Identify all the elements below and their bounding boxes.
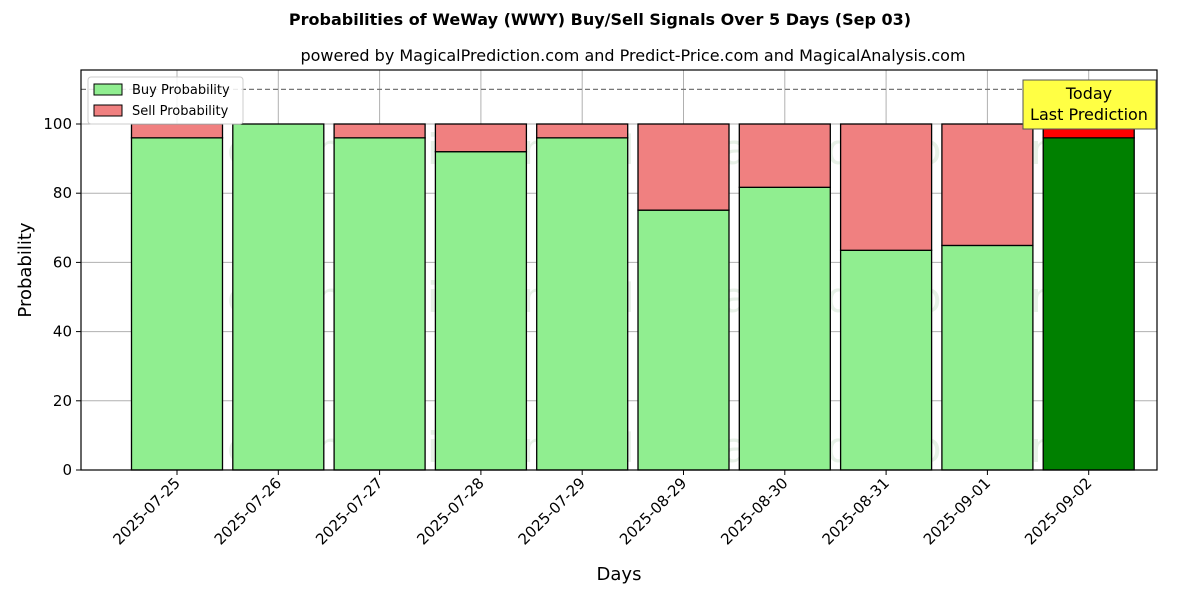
sell-bar-segment (130, 123, 224, 139)
x-tick-label: 2025-08-30 (717, 474, 791, 548)
bar-2025-09-01 (941, 123, 1034, 471)
x-tick-label: 2025-09-01 (920, 474, 994, 548)
x-axis-label: Days (597, 564, 642, 585)
legend-label: Buy Probability (132, 83, 230, 98)
buy-bar-segment (333, 137, 426, 471)
sell-bar-segment (637, 123, 730, 211)
today-annotation: Today Last Prediction (1022, 79, 1157, 130)
y-tick-label: 20 (53, 392, 72, 410)
x-tick-label: 2025-07-25 (109, 474, 183, 548)
bar-2025-07-29 (536, 123, 629, 471)
buy-bar-segment (738, 186, 831, 471)
buy-bar-segment (637, 209, 730, 471)
bar-2025-08-31 (839, 123, 933, 471)
y-tick-label: 40 (53, 323, 72, 341)
bar-2025-07-26 (232, 123, 325, 471)
chart-title: Probabilities of WeWay (WWY) Buy/Sell Si… (288, 10, 912, 29)
x-tick-label: 2025-08-29 (616, 474, 690, 548)
y-axis-label: Probability (15, 222, 36, 317)
buy-bar-segment (839, 249, 933, 471)
x-tick-label: 2025-07-26 (211, 474, 285, 548)
x-tick-label: 2025-07-27 (312, 474, 386, 548)
svg-text:Last Prediction: Last Prediction (1030, 105, 1148, 124)
bar-2025-08-30 (738, 123, 831, 471)
legend-swatch (93, 104, 123, 117)
y-tick-label: 0 (62, 461, 72, 479)
buy-bar-segment (434, 151, 528, 471)
bar-2025-07-25 (130, 123, 224, 471)
sell-bar-segment (839, 123, 933, 251)
sell-bar-segment (738, 123, 831, 188)
sell-bar-segment (941, 123, 1034, 247)
buy-bar-segment (1042, 137, 1135, 471)
plot-frame (80, 69, 1158, 471)
legend-swatch (93, 83, 123, 96)
svg-text:Today: Today (1065, 84, 1112, 103)
x-tick-label: 2025-09-02 (1021, 474, 1095, 548)
bar-2025-09-02 (1042, 123, 1135, 471)
bar-2025-08-29 (637, 123, 730, 471)
bar-2025-07-28 (434, 123, 528, 471)
sell-bar-segment (333, 123, 426, 139)
y-tick-label: 60 (53, 253, 72, 271)
sell-bar-segment (434, 123, 528, 153)
y-tick-label: 100 (43, 115, 72, 133)
legend: Buy Probability Sell Probability (87, 76, 244, 125)
legend-label: Sell Probability (132, 104, 229, 119)
x-tick-label: 2025-08-31 (819, 474, 893, 548)
buy-bar-segment (232, 123, 325, 471)
buy-bar-segment (536, 137, 629, 471)
buy-bar-segment (130, 137, 224, 471)
sell-bar-segment (536, 123, 629, 139)
x-tick-label: 2025-07-28 (413, 474, 487, 548)
chart-subtitle: powered by MagicalPrediction.com and Pre… (300, 46, 966, 65)
x-tick-label: 2025-07-29 (515, 474, 589, 548)
y-tick-label: 80 (53, 184, 72, 202)
buy-bar-segment (941, 244, 1034, 471)
bar-2025-07-27 (333, 123, 426, 471)
